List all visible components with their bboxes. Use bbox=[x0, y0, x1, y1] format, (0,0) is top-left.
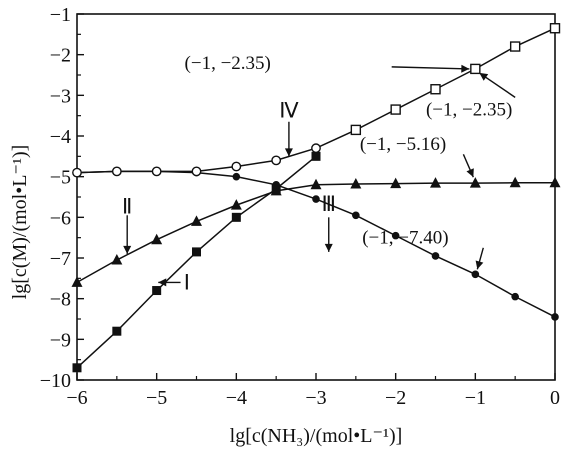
y-tick-label: −3 bbox=[50, 85, 71, 107]
data-point-triangle bbox=[549, 176, 561, 188]
x-tick-label: 0 bbox=[550, 387, 560, 409]
x-tick-label: −5 bbox=[146, 387, 167, 409]
y-tick-label: −10 bbox=[40, 370, 71, 392]
annotation-middle-arrow-head bbox=[466, 168, 474, 178]
x-tick-label: −1 bbox=[465, 387, 486, 409]
data-point-square bbox=[72, 363, 82, 373]
annotation-upper-left: (−1, −2.35) bbox=[185, 53, 271, 74]
data-point-open-circle bbox=[191, 166, 202, 177]
series-label-II: Ⅱ bbox=[122, 194, 132, 218]
series-label-I-arrow-head bbox=[158, 278, 167, 287]
y-tick-label: −4 bbox=[50, 126, 71, 148]
data-point-triangle bbox=[270, 184, 282, 196]
ticks-layer: −6 −5 −4 −3 −2 −1 0−1−2−3−4−5−6−7−8−9−10 bbox=[40, 4, 560, 409]
y-tick-label: −9 bbox=[50, 329, 71, 351]
series-label-III-arrow-head bbox=[324, 243, 333, 252]
y-tick-label: −1 bbox=[50, 4, 71, 26]
data-point-open-circle bbox=[271, 155, 282, 166]
y-tick-label: −2 bbox=[50, 45, 71, 67]
data-point-circle bbox=[312, 195, 320, 203]
x-tick-label: −2 bbox=[385, 387, 406, 409]
data-point-triangle bbox=[310, 178, 322, 190]
data-point-open-square bbox=[509, 41, 521, 52]
annotation-middle: (−1, −5.16) bbox=[360, 134, 446, 155]
data-point-square bbox=[192, 247, 201, 257]
data-point-triangle bbox=[350, 177, 362, 189]
data-point-triangle bbox=[111, 254, 123, 265]
data-point-open-circle bbox=[231, 161, 242, 172]
annotation-upper-left-arrow bbox=[391, 66, 470, 70]
data-point-open-square bbox=[390, 104, 401, 115]
series-label-III: Ⅲ bbox=[322, 192, 336, 216]
series-label-IV: Ⅳ bbox=[279, 99, 299, 123]
data-point-circle bbox=[272, 181, 280, 189]
data-point-triangle bbox=[71, 276, 83, 287]
labels-layer: Ⅰ Ⅱ Ⅲ Ⅳ (−1, −2.35) (−1, −2.35) (−1, −5.16) (−1… bbox=[122, 53, 516, 294]
data-point-circle bbox=[352, 211, 360, 220]
markers-layer bbox=[71, 23, 561, 373]
annotation-upper-right: (−1, −2.35) bbox=[426, 100, 512, 121]
data-point-triangle bbox=[430, 177, 441, 188]
data-point-open-circle bbox=[311, 143, 321, 154]
data-point-circle bbox=[232, 172, 241, 181]
data-point-open-square bbox=[470, 63, 481, 75]
data-point-triangle bbox=[151, 233, 163, 245]
data-point-triangle bbox=[390, 177, 402, 189]
series-label-I: Ⅰ bbox=[184, 270, 190, 294]
x-tick-label: −4 bbox=[226, 387, 247, 409]
data-point-open-circle bbox=[111, 166, 122, 177]
data-point-circle bbox=[511, 292, 519, 301]
x-axis-label: lg[c(NH₃)/(mol•L⁻¹)] bbox=[230, 425, 403, 447]
x-tick-label: −3 bbox=[305, 387, 326, 409]
data-point-triangle bbox=[509, 176, 521, 188]
y-tick-label: −5 bbox=[50, 167, 71, 189]
series-label-II-arrow-head bbox=[123, 245, 132, 254]
data-point-open-square bbox=[430, 84, 441, 95]
annotation-lower-arrow-head bbox=[475, 260, 484, 270]
data-point-square bbox=[311, 151, 321, 161]
data-point-square bbox=[152, 286, 162, 296]
series-label-IV-arrow-head bbox=[284, 148, 293, 157]
annotation-lower: (−1, −7.40) bbox=[362, 228, 448, 249]
data-point-circle bbox=[391, 231, 400, 240]
data-point-circle bbox=[471, 270, 480, 279]
data-point-open-square bbox=[549, 23, 561, 34]
y-axis-label: lg[c(M)/(mol•L⁻¹)] bbox=[9, 145, 31, 300]
data-point-triangle bbox=[191, 215, 202, 226]
y-tick-label: −8 bbox=[50, 289, 71, 311]
data-point-open-circle bbox=[151, 166, 162, 177]
data-point-open-circle bbox=[72, 167, 82, 178]
data-point-square bbox=[112, 326, 122, 336]
x-tick-label: −6 bbox=[66, 387, 87, 409]
data-point-triangle bbox=[469, 177, 481, 188]
annotation-upper-left-arrow-head bbox=[461, 64, 470, 73]
data-point-circle bbox=[431, 252, 440, 260]
data-point-square bbox=[231, 212, 241, 222]
y-tick-label: −6 bbox=[50, 207, 71, 229]
data-point-circle bbox=[551, 313, 559, 321]
annotation-upper-right-arrow-head bbox=[479, 72, 489, 81]
data-point-triangle bbox=[230, 199, 242, 210]
data-point-open-square bbox=[350, 124, 362, 136]
y-tick-label: −7 bbox=[50, 248, 71, 270]
